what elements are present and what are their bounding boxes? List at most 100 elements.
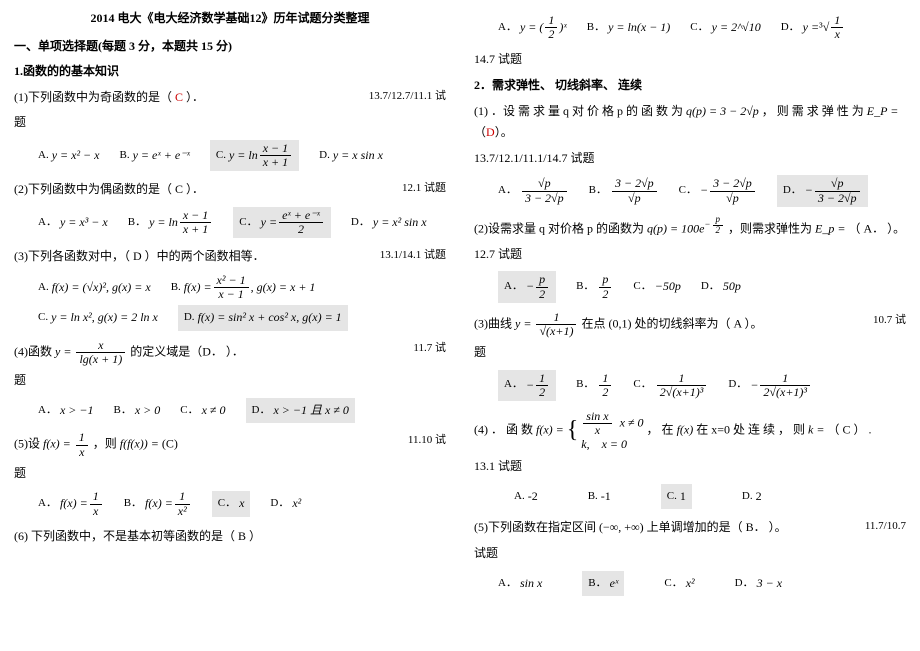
q4-cont: 题 (14, 370, 446, 392)
r4-eq2: f(x) (677, 422, 694, 436)
r4-sym: k = (808, 422, 824, 436)
r1-opt-c: C．−3 − 2√p√p (679, 177, 757, 204)
q2-opt-b: B．y = lnx − 1x + 1 (128, 209, 214, 236)
q4-suffix: 的定义域是（D． ）． (130, 344, 244, 358)
r1-opt-d: D．−√p3 − 2√p (777, 175, 868, 206)
r4-opt-d: D.2 (742, 486, 762, 508)
q3-text: (3)下列各函数对中，（ D ）中的两个函数相等． 13.1/14.1 试题 (14, 246, 446, 268)
q1-suffix: ）． (186, 90, 204, 104)
q4-frac: xlg(x + 1) (76, 339, 125, 366)
q5-cont: 题 (14, 463, 446, 485)
r5-body: (5)下列函数在指定区间 (−∞, +∞) 上单调增加的是（ B． ）。 (474, 520, 787, 534)
q4-eq-pre: y = (55, 344, 71, 358)
r4-mid2: 在 x=0 处 连 续 ， 则 (696, 422, 805, 436)
q4-opt-a: A．x > −1 (38, 400, 93, 422)
q3-opt-d: D.f(x) = sin² x + cos² x, g(x) = 1 (178, 305, 348, 331)
r3-opt-b: B．12 (576, 372, 613, 399)
r3-opt-d: D．−12√(x+1)³ (728, 372, 812, 399)
r5-cont: 试题 (474, 543, 906, 565)
r4-prefix: (4) ． 函 数 (474, 422, 533, 436)
r1-ans-b: ）。 (495, 125, 513, 139)
r1-ans: D (486, 125, 495, 139)
q4-opt-d: D．x > −1 且 x ≠ 0 (246, 398, 355, 424)
r2-mid: ，则需求弹性为 (728, 221, 812, 235)
q2-body: (2)下列函数中为偶函数的是（ C ）． (14, 182, 204, 196)
r2-opt-d: D．50p (701, 276, 741, 298)
r2-options: A．−p2 B．p2 C．−50p D．50p (498, 271, 906, 302)
r3-text: (3)曲线 y = 1√(x+1) 在点 (0,1) 处的切线斜率为（ A ）。… (474, 311, 906, 338)
r5-options: A．sin x B．eˣ C．x² D．3 − x (498, 571, 906, 597)
q2-opt-a: A．y = x³ − x (38, 212, 108, 234)
q5-ans: (C) (162, 437, 178, 451)
q5-opt-a: A．f(x) =1x (38, 490, 104, 517)
r3-cont: 题 (474, 342, 906, 364)
q1-opt-a: A.y = x² − x (38, 145, 99, 167)
q2-opt-c: C．y =eˣ + e⁻ˣ2 (233, 207, 331, 238)
q6-opt-b: B．y = ln(x − 1) (587, 17, 671, 39)
q3-options: A.f(x) = (√x)², g(x) = x B.f(x) =x² − 1x… (38, 274, 446, 331)
q5-prefix: (5)设 (14, 437, 40, 451)
r1-text: (1) ．设 需 求 量 q 对 价 格 p 的 函 数 为 q(p) = 3 … (474, 101, 906, 144)
q1-options: A.y = x² − x B.y = eˣ + e⁻ˣ C.y = lnx − … (38, 140, 446, 171)
r1-sym: E_P = (867, 104, 899, 118)
r4-opt-a: A.-2 (514, 486, 538, 508)
section-1-heading: 一、单项选择题(每题 3 分，本题共 15 分) (14, 36, 446, 58)
q2-tag: 12.1 试题 (402, 179, 446, 199)
q3-opt-a: A.f(x) = (√x)², g(x) = x (38, 277, 151, 299)
r1-ans-a: （ (474, 125, 486, 139)
q3-tag: 13.1/14.1 试题 (380, 246, 446, 266)
r1-eq: q(p) = 3 − 2√p (686, 104, 759, 118)
q6-opt-c: C．y = 2^√10 (690, 17, 760, 39)
r5-opt-c: C．x² (664, 573, 694, 595)
r5-opt-a: A．sin x (498, 573, 542, 595)
q1-text: (1)下列函数中为奇函数的是（ C ）． 13.7/12.7/11.1 试 (14, 87, 446, 109)
q2-options: A．y = x³ − x B．y = lnx − 1x + 1 C．y =eˣ … (38, 207, 446, 238)
left-column: 2014 电大《电大经济数学基础12》历年试题分类整理 一、单项选择题(每题 3… (0, 0, 460, 612)
r4-opt-b: B.-1 (588, 486, 611, 508)
r5-opt-d: D．3 − x (735, 573, 782, 595)
q1-opt-d: D.y = x sin x (319, 145, 383, 167)
q3-body: (3)下列各函数对中，（ D ）中的两个函数相等． (14, 249, 265, 263)
right-column: A．y = (12)ˣ B．y = ln(x − 1) C．y = 2^√10 … (460, 0, 920, 612)
r1-options: A．√p3 − 2√p B．3 − 2√p√p C．−3 − 2√p√p D．−… (498, 175, 906, 206)
r2-opt-c: C．−50p (633, 276, 680, 298)
r4-opt-c: C.1 (661, 484, 692, 510)
q6-options: A．y = (12)ˣ B．y = ln(x − 1) C．y = 2^√10 … (498, 14, 906, 41)
q2-opt-d: D．y = x² sin x (351, 212, 427, 234)
q5-tag: 11.10 试 (408, 431, 446, 451)
r2-prefix: (2)设需求量 q 对价格 p 的函数为 (474, 221, 644, 235)
q4-opt-c: C．x ≠ 0 (180, 400, 225, 422)
r2-opt-a: A．−p2 (498, 271, 556, 302)
r2-ans: （ A． ）。 (848, 221, 905, 235)
r3-opt-a: A．−12 (498, 370, 556, 401)
q5-opt-d: D．x² (270, 493, 301, 515)
q6-opt-d: D．y = ³√1x (781, 14, 846, 41)
r4-tag: 13.1 试题 (474, 456, 906, 478)
q5-frac: 1x (76, 431, 88, 458)
r2-sym: E_p = (815, 221, 845, 235)
q1-tag: 13.7/12.7/11.1 试 (369, 87, 446, 107)
q5-mid: ，则 (93, 437, 117, 451)
q4-options: A．x > −1 B．x > 0 C．x ≠ 0 D．x > −1 且 x ≠ … (38, 398, 446, 424)
r4-ans: （ C ） . (827, 422, 871, 436)
r5-opt-b: B．eˣ (582, 571, 624, 597)
r5-tag: 11.7/10.7 (865, 517, 906, 537)
r3-tag: 10.7 试 (873, 311, 906, 331)
q4-opt-b: B．x > 0 (113, 400, 160, 422)
r2-tag: 12.7 试题 (474, 244, 906, 266)
q5-text: (5)设 f(x) = 1x ，则 f(f(x)) = (C) 11.10 试 (14, 431, 446, 458)
q6-opt-a: A．y = (12)ˣ (498, 14, 567, 41)
q5-options: A．f(x) =1x B．f(x) =1x² C．x D．x² (38, 490, 446, 517)
q1-opt-c: C.y = lnx − 1x + 1 (210, 140, 299, 171)
q5-opt-c: C．x (212, 491, 251, 517)
q1-prefix: (1)下列函数中为奇函数的是（ (14, 90, 172, 104)
q1-answer: C (175, 90, 183, 104)
r4-options: A.-2 B.-1 C.1 D.2 (514, 484, 906, 510)
r1-tag: 13.7/12.1/11.1/14.7 试题 (474, 148, 906, 170)
r3-prefix: (3)曲线 (474, 316, 512, 330)
r1-opt-a: A．√p3 − 2√p (498, 177, 569, 204)
q4-tag: 11.7 试 (413, 339, 446, 359)
r3-eq-pre: y = (515, 316, 531, 330)
doc-title: 2014 电大《电大经济数学基础12》历年试题分类整理 (14, 8, 446, 30)
q2-text: (2)下列函数中为偶函数的是（ C ）． 12.1 试题 (14, 179, 446, 201)
